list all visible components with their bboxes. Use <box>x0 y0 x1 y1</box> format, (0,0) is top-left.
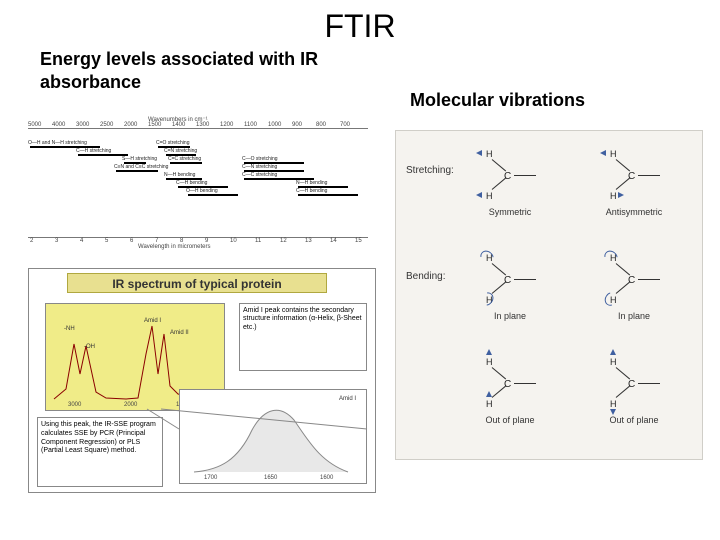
top-tick: 5000 <box>28 122 41 128</box>
ir-bar-label: S—H stretching <box>122 156 157 162</box>
peak-amide1: Amid I <box>144 318 161 324</box>
top-tick: 2000 <box>124 122 137 128</box>
top-tick: 700 <box>340 122 350 128</box>
top-axis-line <box>28 128 368 129</box>
caption-amide-peak: Amid I peak contains the secondary struc… <box>239 303 367 371</box>
ir-bar <box>244 162 304 164</box>
ir-bar <box>78 154 128 156</box>
caption-irsse: Using this peak, the IR-SSE program calc… <box>37 417 163 487</box>
ir-bar <box>188 194 238 196</box>
protein-spectrum-panel: IR spectrum of typical protein -NH -OH A… <box>28 268 376 493</box>
label-symmetric: Symmetric <box>440 207 580 217</box>
bottom-tick: 2 <box>30 238 33 244</box>
ir-bar-label: C=O stretching <box>156 140 190 146</box>
top-tick: 3000 <box>76 122 89 128</box>
row-stretching: Stretching: <box>406 165 454 176</box>
peak-nh: -NH <box>64 326 75 332</box>
bottom-tick: 12 <box>280 238 287 244</box>
peak-oh: -OH <box>84 344 95 350</box>
top-tick: 1100 <box>244 122 257 128</box>
top-tick: 2500 <box>100 122 113 128</box>
bottom-tick: 15 <box>355 238 362 244</box>
label-outplane-1: Out of plane <box>440 415 580 425</box>
top-tick: 4000 <box>52 122 65 128</box>
vibrations-panel: Stretching: Bending: C H H Symmetric C H… <box>395 130 703 460</box>
bottom-axis-label: Wavelength in micrometers <box>138 244 210 250</box>
mol-inplane-2: C H H <box>580 249 700 309</box>
protein-detail-spectrum: Amid I 1700 1650 1600 <box>179 389 367 484</box>
mol-symmetric-stretch: C H H <box>456 145 576 205</box>
bottom-tick: 14 <box>330 238 337 244</box>
top-tick: 800 <box>316 122 326 128</box>
ir-bar-label: C—O stretching <box>242 156 278 162</box>
bottom-axis-line <box>28 237 368 238</box>
detail-xtick: 1600 <box>320 475 333 481</box>
ir-bar-label: C≡N and C≡C stretching <box>114 164 168 170</box>
mol-antisymmetric-stretch: C H H <box>580 145 700 205</box>
top-tick: 1200 <box>220 122 233 128</box>
ir-bar-label: N—H bending <box>164 172 195 178</box>
ir-bar-label: N—H bending <box>296 180 327 186</box>
mol-outplane-2: C H H <box>580 353 700 413</box>
bottom-tick: 13 <box>305 238 312 244</box>
detail-xtick: 1650 <box>264 475 277 481</box>
bottom-tick: 6 <box>130 238 133 244</box>
main-xtick: 3000 <box>68 402 81 408</box>
top-tick: 1000 <box>268 122 281 128</box>
top-tick: 1400 <box>172 122 185 128</box>
label-outplane-2: Out of plane <box>564 415 704 425</box>
peak-amide2: Amid II <box>170 330 189 336</box>
bottom-tick: 8 <box>180 238 183 244</box>
detail-amide1-label: Amid I <box>339 396 356 402</box>
bottom-tick: 10 <box>230 238 237 244</box>
bottom-tick: 11 <box>255 238 261 244</box>
label-inplane-1: In plane <box>440 311 580 321</box>
top-tick: 1500 <box>148 122 161 128</box>
mol-outplane-1: C H H <box>456 353 576 413</box>
ir-bar-label: O—H bending <box>186 188 218 194</box>
row-bending: Bending: <box>406 271 445 282</box>
ir-bar-label: C=N stretching <box>164 148 197 154</box>
ir-bar-label: C—H bending <box>176 180 207 186</box>
ir-bar-label: O—H and N—H stretching <box>28 140 87 146</box>
ir-correlation-chart: Wavenumbers in cm⁻¹ Wavelength in microm… <box>18 118 378 248</box>
bottom-tick: 4 <box>80 238 83 244</box>
bottom-tick: 9 <box>205 238 208 244</box>
top-tick: 900 <box>292 122 302 128</box>
subtitle-molecular-vibrations: Molecular vibrations <box>410 90 585 111</box>
ir-bar <box>298 194 358 196</box>
ir-bar <box>116 170 158 172</box>
ir-bar-label: C=C stretching <box>168 156 201 162</box>
ir-bar <box>170 162 202 164</box>
main-title: FTIR <box>0 8 720 45</box>
top-tick: 1300 <box>196 122 209 128</box>
bottom-tick: 7 <box>155 238 158 244</box>
mol-inplane-1: C H H <box>456 249 576 309</box>
main-xtick: 2000 <box>124 402 137 408</box>
ir-bar-label: C—C stretching <box>242 172 277 178</box>
label-inplane-2: In plane <box>564 311 704 321</box>
ir-bar-label: C—N stretching <box>242 164 277 170</box>
bottom-tick: 3 <box>55 238 58 244</box>
ir-bar-label: C—H stretching <box>76 148 111 154</box>
ir-bar-label: C—H bending <box>296 188 327 194</box>
label-antisymmetric: Antisymmetric <box>564 207 704 217</box>
subtitle-energy-levels: Energy levels associated with IR absorba… <box>40 48 320 95</box>
detail-xtick: 1700 <box>204 475 217 481</box>
bottom-tick: 5 <box>105 238 108 244</box>
protein-title: IR spectrum of typical protein <box>67 273 327 293</box>
